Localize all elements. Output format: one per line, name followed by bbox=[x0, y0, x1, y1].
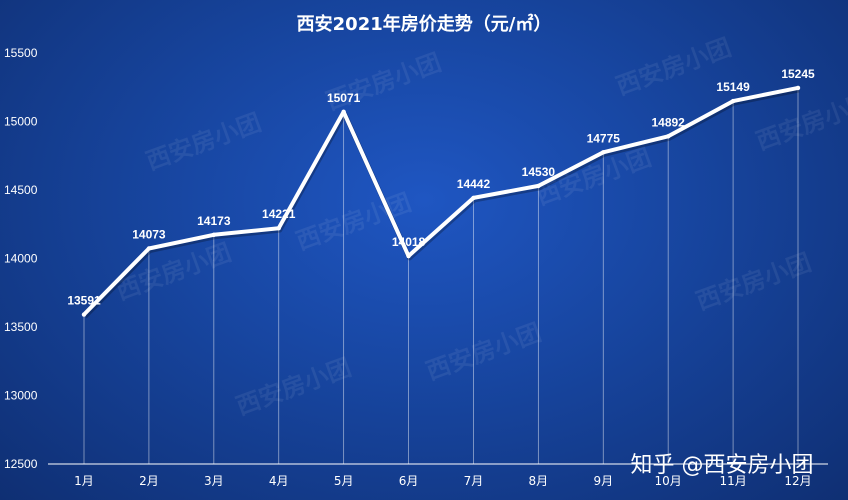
background-watermark: 西安房小团 bbox=[142, 108, 264, 175]
x-tick-label: 10月 bbox=[655, 474, 682, 488]
data-label: 14530 bbox=[522, 165, 556, 179]
series-line-shadow bbox=[83, 87, 800, 319]
background-watermark: 西安房小团 bbox=[422, 318, 544, 385]
data-label: 15149 bbox=[716, 80, 750, 94]
data-point bbox=[665, 134, 671, 139]
data-point bbox=[536, 183, 541, 189]
data-label: 14892 bbox=[651, 115, 685, 129]
brand-watermark: 知乎 @西安房小团 bbox=[631, 453, 814, 478]
data-point bbox=[146, 246, 152, 251]
data-label: 14173 bbox=[197, 214, 231, 228]
y-tick-label: 15000 bbox=[4, 115, 38, 129]
background-watermark: 西安房小团 bbox=[692, 248, 814, 315]
data-label: 14221 bbox=[262, 207, 296, 221]
data-point bbox=[81, 312, 87, 317]
x-tick-label: 3月 bbox=[204, 474, 224, 488]
y-tick-label: 13500 bbox=[4, 320, 38, 334]
data-label: 14442 bbox=[457, 177, 491, 191]
x-tick-label: 12月 bbox=[784, 474, 811, 488]
y-tick-label: 12500 bbox=[4, 457, 38, 471]
data-label: 14018 bbox=[392, 235, 426, 249]
data-label: 13591 bbox=[67, 294, 101, 308]
data-point bbox=[406, 253, 411, 259]
data-point bbox=[601, 150, 606, 155]
y-tick-label: 15500 bbox=[4, 46, 38, 60]
data-label: 15245 bbox=[781, 67, 815, 81]
data-point bbox=[730, 98, 736, 104]
x-tick-label: 7月 bbox=[464, 474, 484, 488]
chart-title: 西安2021年房价走势（元/㎡） bbox=[297, 13, 552, 35]
x-tick-label: 5月 bbox=[334, 474, 354, 488]
drop-lines bbox=[83, 87, 799, 464]
data-label: 14073 bbox=[132, 227, 166, 241]
y-tick-label: 14000 bbox=[4, 252, 38, 266]
data-label: 15071 bbox=[327, 91, 361, 105]
series-line-group bbox=[81, 85, 801, 319]
data-label: 14775 bbox=[587, 131, 621, 145]
y-axis: 12500 13000 13500 14000 14500 15000 15500 bbox=[4, 46, 38, 471]
y-tick-label: 13000 bbox=[4, 389, 38, 403]
x-axis: 1月 2月 3月 4月 5月 6月 7月 8月 9月 10月 11月 12月 bbox=[74, 474, 811, 488]
x-tick-label: 1月 bbox=[74, 474, 94, 488]
background-watermark: 西安房小团 bbox=[232, 353, 354, 420]
y-tick-label: 14500 bbox=[4, 183, 38, 197]
data-point bbox=[341, 109, 346, 114]
x-tick-label: 8月 bbox=[529, 474, 549, 488]
x-tick-label: 11月 bbox=[719, 474, 746, 488]
x-tick-label: 9月 bbox=[593, 474, 613, 488]
x-tick-label: 2月 bbox=[139, 474, 159, 488]
data-point bbox=[795, 85, 801, 91]
series-line bbox=[82, 85, 800, 317]
background-watermark: 西安房小团 bbox=[322, 48, 444, 115]
data-point bbox=[276, 226, 281, 231]
data-labels: 13591 14073 14173 14221 15071 14018 14442 14530… bbox=[67, 67, 815, 308]
x-tick-label: 4月 bbox=[269, 474, 289, 488]
x-tick-label: 6月 bbox=[399, 474, 419, 488]
data-point bbox=[211, 232, 217, 237]
data-point bbox=[471, 195, 476, 201]
